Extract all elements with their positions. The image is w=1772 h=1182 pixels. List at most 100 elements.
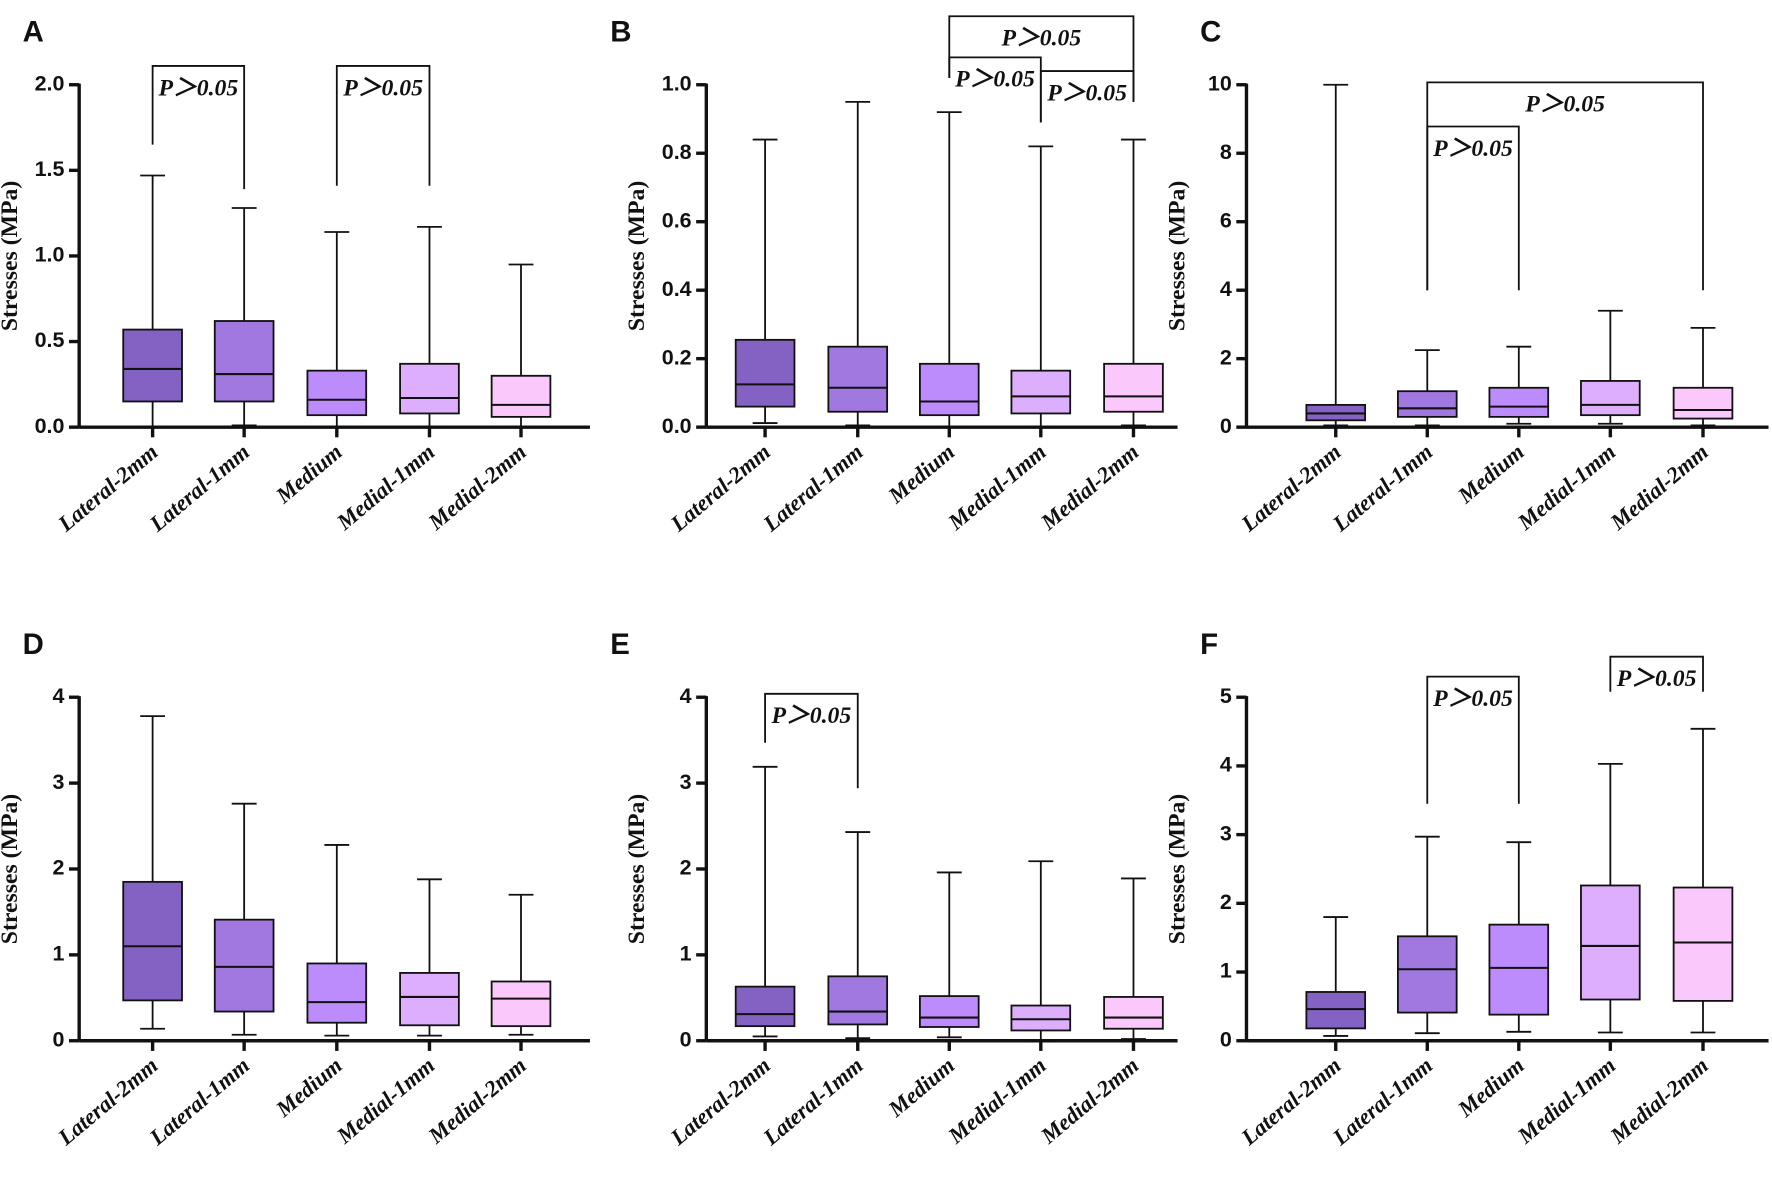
x-tick-label: Lateral-2mm	[1236, 1053, 1346, 1151]
x-tick-label: Lateral-2mm	[53, 1053, 163, 1151]
p-value-label: P＞0.05	[771, 703, 852, 729]
significance-bracket: P＞0.05	[151, 65, 246, 190]
significance-bracket: P＞0.05	[1426, 81, 1704, 291]
x-tick-label: Medial-2mm	[1035, 1053, 1143, 1149]
iqr-box	[1305, 991, 1367, 1030]
p-value-label: P＞0.05	[1432, 136, 1513, 162]
panel-label: E	[610, 628, 630, 661]
iqr-box	[306, 962, 368, 1024]
x-tick-label: Medium	[1452, 1053, 1528, 1123]
y-tick-label: 3	[53, 770, 65, 794]
iqr-box	[1010, 1004, 1072, 1032]
iqr-box	[1488, 386, 1550, 418]
iqr-box	[213, 320, 275, 403]
box-lateral-2mm: Lateral-2mm	[1236, 83, 1367, 537]
panel-f: F Stresses (MPa) 0 1 2 3 4 5 Lateral-2mmLateral-…	[1164, 628, 1769, 1151]
p-value-label: P＞0.05	[158, 75, 239, 101]
x-tick-label: Medial-2mm	[423, 1053, 531, 1149]
box-medium: Medium	[1452, 841, 1550, 1123]
y-tick-label: 0	[1220, 1027, 1232, 1051]
y-tick-label: 0	[53, 1027, 65, 1051]
y-tick-label: 0.0	[35, 414, 65, 438]
bracket-line	[335, 65, 431, 186]
y-tick-label: 3	[680, 770, 692, 794]
box-medium: Medium	[883, 111, 980, 509]
y-tick-label: 2	[53, 856, 65, 880]
y-tick-label: 1	[1220, 959, 1232, 983]
y-axis-label: Stresses (MPa)	[0, 181, 23, 331]
panel-label: A	[23, 16, 44, 49]
bracket-line	[1426, 675, 1520, 804]
y-axis-label: Stresses (MPa)	[624, 794, 650, 944]
iqr-box	[1103, 996, 1164, 1030]
y-tick-label: 1	[680, 942, 692, 966]
x-tick-label: Medial-2mm	[1605, 439, 1713, 535]
x-tick-label: Lateral-2mm	[53, 439, 163, 537]
significance-bracket: P＞0.05	[764, 692, 859, 789]
box-lateral-2mm: Lateral-2mm	[665, 138, 796, 537]
iqr-box	[1672, 386, 1734, 420]
p-value-label: P＞0.05	[1001, 26, 1082, 52]
iqr-box	[1580, 380, 1641, 417]
x-tick-label: Medial-1mm	[331, 1053, 439, 1149]
box-lateral-1mm: Lateral-1mm	[1327, 349, 1458, 537]
y-tick-label: 5	[1220, 684, 1232, 708]
p-value-label: P＞0.05	[342, 75, 423, 101]
iqr-box	[122, 880, 183, 1002]
y-tick-label: 0	[680, 1027, 692, 1051]
y-tick-label: 0.5	[35, 328, 65, 352]
bracket-line	[1039, 70, 1135, 123]
x-tick-label: Medial-1mm	[1512, 1053, 1620, 1149]
panel-a: A Stresses (MPa) 0.0 0.5 1.0 1.5 2.0 Lateral-2m…	[0, 16, 590, 537]
bracket-line	[1609, 655, 1704, 692]
y-axis-label: Stresses (MPa)	[0, 794, 23, 944]
y-tick-label: 4	[1220, 753, 1232, 777]
significance-bracket: P＞0.05	[948, 56, 1042, 123]
box-medium: Medium	[270, 844, 368, 1122]
y-tick-label: 2.0	[35, 71, 65, 95]
iqr-box	[1580, 884, 1641, 1001]
x-tick-label: Medial-2mm	[1605, 1053, 1713, 1149]
box-medial-2mm: Medial-2mm	[1035, 138, 1164, 535]
x-tick-label: Medial-1mm	[1512, 439, 1620, 535]
y-tick-label: 1.0	[35, 243, 65, 267]
y-tick-label: 0.6	[662, 208, 692, 232]
panel-c: C Stresses (MPa) 0 2 4 6 8 10 Lateral-2mmLateral…	[1164, 16, 1769, 537]
bracket-line	[1426, 125, 1520, 291]
panel-label: F	[1200, 628, 1218, 661]
iqr-box	[213, 918, 275, 1013]
iqr-box	[918, 995, 980, 1028]
significance-bracket: P＞0.05	[948, 15, 1135, 102]
box-medium: Medium	[270, 231, 368, 509]
x-tick-label: Medium	[1452, 439, 1528, 509]
x-tick-label: Lateral-1mm	[758, 439, 868, 537]
bracket-line	[151, 65, 246, 190]
box-lateral-1mm: Lateral-1mm	[758, 100, 889, 537]
iqr-box	[1672, 886, 1734, 1002]
p-value-label: P＞0.05	[1616, 666, 1697, 692]
iqr-box	[734, 985, 796, 1028]
iqr-box	[399, 362, 460, 415]
significance-bracket: P＞0.05	[335, 65, 431, 186]
x-tick-label: Medium	[883, 439, 959, 509]
y-tick-label: 1.0	[662, 71, 692, 95]
p-value-label: P＞0.05	[1524, 92, 1605, 118]
y-tick-label: 0.4	[662, 277, 692, 301]
y-tick-label: 4	[680, 684, 692, 708]
iqr-box	[399, 971, 460, 1027]
y-tick-label: 4	[53, 684, 65, 708]
significance-bracket: P＞0.05	[1426, 125, 1520, 291]
iqr-box	[1103, 362, 1164, 413]
panel-e: E Stresses (MPa) 0 1 2 3 4 Lateral-2mmLateral-1…	[610, 628, 1178, 1151]
y-tick-label: 2	[1220, 890, 1232, 914]
panel-b: B Stresses (MPa) 0.0 0.2 0.4 0.6 0.8 1.0 Lateral…	[610, 15, 1178, 537]
x-tick-label: Medial-1mm	[331, 439, 439, 535]
significance-bracket: P＞0.05	[1609, 655, 1704, 692]
x-tick-label: Lateral-1mm	[144, 439, 254, 537]
iqr-box	[1010, 369, 1072, 415]
y-tick-label: 0.0	[662, 414, 692, 438]
iqr-box	[734, 338, 796, 408]
p-value-label: P＞0.05	[954, 67, 1035, 93]
x-tick-label: Medium	[270, 439, 346, 509]
y-tick-label: 4	[1220, 277, 1232, 301]
